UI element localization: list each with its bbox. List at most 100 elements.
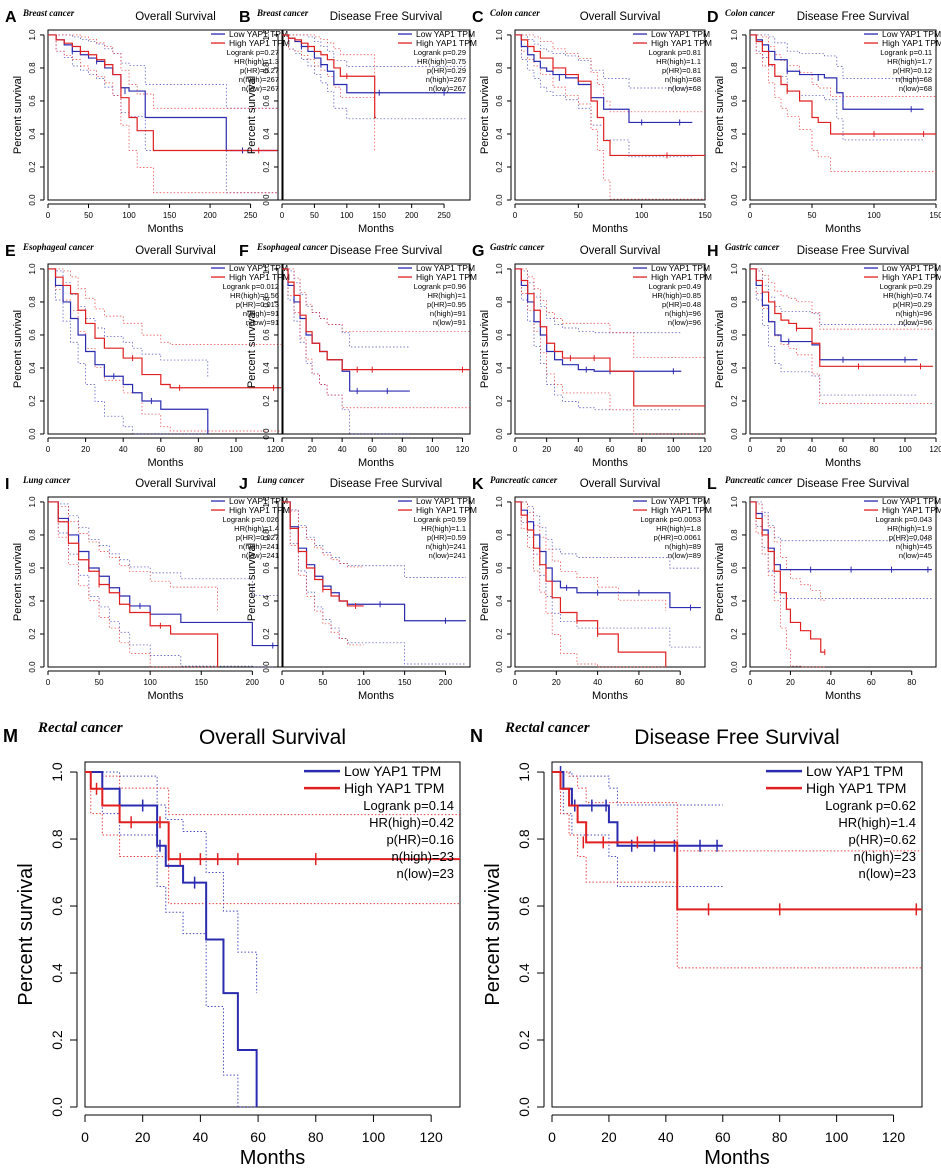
high-ci-upper bbox=[552, 771, 922, 852]
high-ci-upper bbox=[282, 501, 364, 568]
stat-line: n(high)=23 bbox=[853, 849, 916, 864]
x-axis-label: Months bbox=[825, 690, 862, 702]
y-tick-label: 1.0 bbox=[730, 263, 739, 275]
y-tick-label: 0.0 bbox=[262, 194, 271, 206]
y-axis-label: Percent survival bbox=[479, 543, 491, 621]
y-tick-label: 0.6 bbox=[28, 95, 37, 107]
legend-high-label: High YAP1 TPM bbox=[882, 505, 941, 515]
x-tick-label: 50 bbox=[95, 678, 104, 687]
stat-line: n(low)=267 bbox=[242, 84, 279, 93]
y-tick-label: 0.4 bbox=[495, 362, 504, 374]
y-tick-label: 0.4 bbox=[262, 595, 271, 607]
y-tick-label: 0.4 bbox=[28, 362, 37, 374]
legend-low-label: Low YAP1 TPM bbox=[344, 763, 441, 779]
y-tick-label: 1.0 bbox=[28, 29, 37, 41]
stat-line: Logrank p=0.026 bbox=[222, 515, 279, 524]
x-tick-label: 80 bbox=[308, 1129, 324, 1145]
x-tick-label: 0 bbox=[280, 445, 285, 454]
x-tick-label: 100 bbox=[825, 1129, 849, 1145]
panel-d: 0 50 100 150 0.0 0.2 0.4 0.6 0.8 1.0 Months Percent… bbox=[707, 8, 941, 235]
y-tick-label: 0.4 bbox=[28, 128, 37, 140]
y-tick-label: 0.0 bbox=[49, 1097, 65, 1117]
y-tick-label: 0.2 bbox=[495, 161, 504, 173]
chart-title: Overall Survival bbox=[580, 478, 661, 490]
high-yap1-survival-curve bbox=[515, 34, 705, 157]
y-tick-label: 1.0 bbox=[730, 29, 739, 41]
x-tick-label: 100 bbox=[229, 445, 243, 454]
high-ci-lower bbox=[282, 34, 376, 151]
stat-line: p(HR)=0.29 bbox=[893, 300, 932, 309]
y-tick-label: 0.0 bbox=[262, 661, 271, 673]
y-tick-label: 0.8 bbox=[730, 62, 739, 74]
stat-line: HR(high)=1.1 bbox=[421, 524, 466, 533]
x-tick-label: 150 bbox=[698, 211, 712, 220]
y-tick-label: 0.4 bbox=[28, 595, 37, 607]
stat-line: HR(high)=1.9 bbox=[887, 524, 932, 533]
y-tick-label: 0.6 bbox=[730, 95, 739, 107]
x-tick-label: 60 bbox=[715, 1129, 731, 1145]
stat-line: p(HR)=0.62 bbox=[848, 832, 916, 847]
y-tick-label: 0.4 bbox=[730, 362, 739, 374]
x-axis-label: Months bbox=[592, 690, 629, 702]
y-tick-label: 0.6 bbox=[262, 329, 271, 341]
y-tick-label: 0.8 bbox=[28, 62, 37, 74]
high-yap1-survival-curve bbox=[282, 34, 376, 119]
high-ci-lower bbox=[750, 501, 825, 668]
stat-line: Logrank p=0.29 bbox=[880, 282, 932, 291]
stat-line: n(high)=241 bbox=[426, 542, 466, 551]
chart-title: Overall Survival bbox=[135, 11, 216, 23]
y-tick-label: 0.6 bbox=[28, 562, 37, 574]
cancer-type-label: Rectal cancer bbox=[37, 720, 123, 736]
low-yap1-survival-curve bbox=[750, 268, 918, 361]
high-yap1-survival-curve bbox=[48, 501, 219, 667]
panel-m: 0 20 40 60 80 100 120 0.0 0.2 0.4 0.6 0.8 1.0 Months P… bbox=[3, 720, 461, 1169]
panel-h: 0 20 40 60 80 100 120 0.0 0.2 0.4 0.6 0.8 1.0 Months P… bbox=[707, 242, 941, 469]
high-ci-upper bbox=[48, 501, 218, 611]
stat-line: Logrank p=0.81 bbox=[649, 48, 701, 57]
chart-title: Disease Free Survival bbox=[330, 245, 442, 257]
y-tick-label: 0.8 bbox=[262, 529, 271, 541]
x-tick-label: 20 bbox=[81, 445, 90, 454]
stat-line: p(HR)=0.95 bbox=[427, 300, 466, 309]
stat-line: n(high)=68 bbox=[896, 75, 932, 84]
panel-letter: E bbox=[5, 243, 16, 260]
high-ci-lower bbox=[85, 771, 460, 905]
x-axis-label: Months bbox=[825, 223, 862, 235]
x-tick-label: 0 bbox=[46, 445, 51, 454]
stat-line: n(high)=267 bbox=[426, 75, 466, 84]
low-ci-upper bbox=[750, 34, 924, 79]
stat-line: HR(high)=1.4 bbox=[838, 815, 916, 830]
y-tick-label: 0.0 bbox=[730, 194, 739, 206]
high-ci-upper bbox=[750, 501, 825, 601]
legend-high-label: High YAP1 TPM bbox=[651, 272, 712, 282]
x-tick-label: 20 bbox=[786, 678, 795, 687]
high-ci-upper bbox=[515, 501, 667, 611]
panel-j: 0 50 100 150 2000.00.20.40.60.81.0MonthsPerc… bbox=[239, 475, 477, 702]
x-tick-label: 100 bbox=[426, 445, 440, 454]
panel-letter: J bbox=[239, 476, 248, 493]
y-tick-label: 1.0 bbox=[262, 263, 271, 275]
plot-frame bbox=[84, 761, 461, 1108]
cancer-type-label: Breast cancer bbox=[22, 8, 75, 18]
panel-letter: A bbox=[5, 9, 17, 26]
panel-n: 0 20 40 60 80 100 120 0.0 0.2 0.4 0.6 0.8 1.0 Months P… bbox=[470, 720, 923, 1169]
panel-letter: L bbox=[707, 476, 717, 493]
x-tick-label: 40 bbox=[593, 678, 602, 687]
low-yap1-survival-curve bbox=[515, 34, 693, 124]
stat-line: n(low)=241 bbox=[242, 551, 279, 560]
stat-line: p(HR)=0.013 bbox=[236, 300, 279, 309]
low-ci-lower bbox=[750, 268, 918, 396]
y-tick-label: 0.4 bbox=[730, 128, 739, 140]
stat-line: n(high)=91 bbox=[243, 309, 279, 318]
x-axis-label: Months bbox=[358, 690, 395, 702]
y-tick-label: 0.6 bbox=[495, 95, 504, 107]
x-tick-label: 40 bbox=[338, 445, 347, 454]
y-tick-label: 0.2 bbox=[730, 161, 739, 173]
y-axis-label: Percent survival bbox=[12, 76, 24, 154]
high-yap1-survival-curve bbox=[48, 268, 282, 389]
high-yap1-survival-curve bbox=[515, 501, 667, 667]
x-tick-label: 20 bbox=[552, 678, 561, 687]
stat-line: Logrank p=0.29 bbox=[414, 48, 466, 57]
legend-low-label: Low YAP1 TPM bbox=[651, 496, 710, 506]
